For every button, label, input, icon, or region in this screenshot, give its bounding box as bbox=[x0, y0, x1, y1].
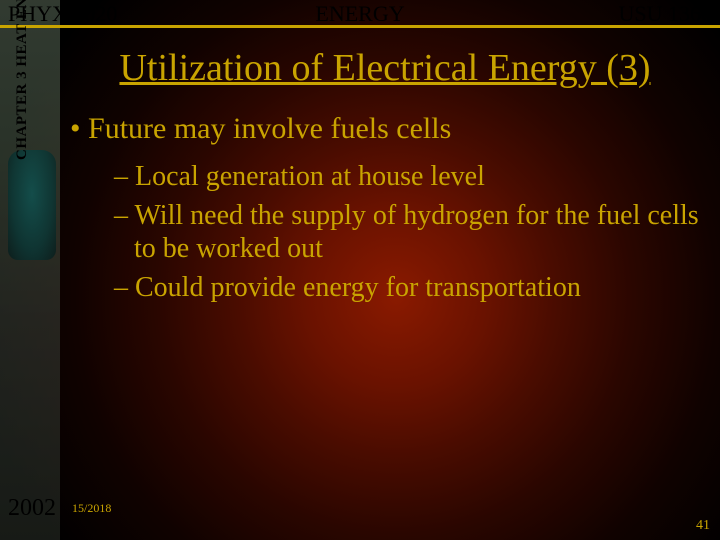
bullet-level2: Could provide energy for transportation bbox=[114, 271, 700, 304]
footer-page-number: 41 bbox=[696, 518, 710, 534]
header-course-left: PHYX 1020 bbox=[8, 1, 243, 27]
chapter-label: CHAPTER 3 HEAT ENGINES bbox=[14, 0, 31, 160]
header-subject: ENERGY bbox=[243, 1, 478, 27]
slide-header: PHYX 1020 ENERGY USU 1360 bbox=[0, 0, 720, 28]
header-course-right: USU 1360 bbox=[477, 1, 712, 27]
bullet-level1: Future may involve fuels cells bbox=[70, 112, 700, 146]
slide-content: Future may involve fuels cells Local gen… bbox=[70, 112, 700, 304]
slide-page: PHYX 1020 ENERGY USU 1360 CHAPTER 3 HEAT… bbox=[0, 0, 720, 540]
footer-year: 2002 bbox=[8, 495, 56, 522]
slide-title: Utilization of Electrical Energy (3) bbox=[60, 46, 710, 90]
footer-date: 15/2018 bbox=[72, 501, 111, 516]
bullet-level2: Local generation at house level bbox=[114, 160, 700, 193]
sub-bullet-list: Local generation at house level Will nee… bbox=[114, 160, 700, 304]
bullet-level2: Will need the supply of hydrogen for the… bbox=[114, 199, 700, 265]
